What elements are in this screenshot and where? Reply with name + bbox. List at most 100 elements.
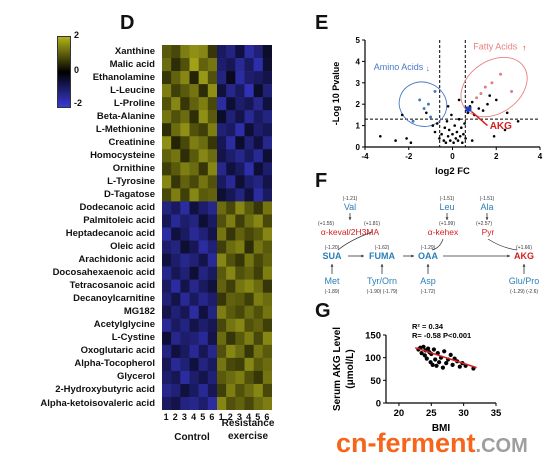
heatmap-cell — [198, 292, 209, 307]
heatmap-cell — [180, 331, 190, 346]
bmi-point — [437, 360, 442, 365]
bmi-correlation-plot: 20 25 30 35 0 50 100 150 R² = 0.34R= -0.58 P<0.0… — [332, 322, 502, 434]
heatmap-cell — [207, 240, 218, 254]
heatmap-cell — [198, 227, 209, 241]
heatmap-cell — [217, 357, 227, 372]
amino-acid-point — [422, 107, 426, 110]
heatmap-cell — [235, 266, 245, 280]
volcano-x-tick-label: 2 — [494, 152, 499, 161]
heatmap-cell — [262, 71, 272, 85]
heatmap-cell — [162, 136, 172, 150]
column-label: 3 — [181, 412, 187, 422]
heatmap-cell — [226, 149, 236, 163]
heatmap-cell — [207, 201, 218, 215]
ala-fc: (-1.51) — [480, 196, 495, 202]
bmi-point — [442, 349, 447, 354]
heatmap-cell — [180, 175, 190, 189]
volcano-point — [455, 130, 459, 134]
watermark-main: cn-ferment — [336, 428, 476, 458]
metabolite-label: Beta-Alanine — [96, 110, 155, 122]
heatmap-cell — [253, 214, 264, 228]
heatmap-cell — [226, 331, 236, 346]
heatmap-cell — [171, 175, 181, 189]
heatmap-cell — [198, 331, 209, 346]
heatmap-cell — [253, 253, 264, 267]
panel-f-letter: F — [315, 170, 328, 192]
heatmap-cell — [180, 71, 190, 85]
heatmap-cell — [244, 110, 254, 124]
heatmap-cell — [244, 227, 254, 241]
volcano-point — [462, 132, 465, 136]
heatmap-cell — [162, 240, 172, 254]
heatmap-cell — [262, 227, 272, 241]
volcano-point — [449, 139, 452, 142]
leu-node: Leu — [439, 202, 454, 212]
heatmap-cell — [189, 58, 199, 72]
heatmap-cell — [171, 266, 181, 280]
heatmap-cell — [226, 45, 236, 59]
asp-arrow-head — [426, 264, 430, 267]
heatmap-cell — [198, 305, 209, 320]
volcano-point — [446, 135, 450, 138]
volcano-point — [454, 137, 458, 140]
bmi-y-label-line2: (μmol/L) — [345, 349, 356, 388]
volcano-point — [486, 102, 489, 106]
watermark-logo: cn-ferment.COM — [336, 428, 528, 459]
heatmap-cell — [162, 227, 172, 241]
heatmap-cell — [244, 331, 254, 346]
volcano-point — [445, 120, 449, 123]
heatmap-cell — [217, 71, 227, 85]
column-label: 3 — [236, 412, 242, 422]
val-fc: (-1.21) — [343, 196, 358, 202]
volcano-y-tick-label: 2 — [356, 100, 361, 109]
heatmap-cell — [180, 45, 190, 59]
heatmap-cell — [162, 344, 172, 359]
heatmap-cell — [235, 370, 245, 385]
heatmap-cell — [262, 110, 272, 124]
heatmap-cell — [171, 370, 181, 385]
kehex-fc: (+1.99) — [439, 221, 455, 227]
column-label: 5 — [255, 412, 261, 422]
panel-d-letter: D — [120, 12, 135, 34]
heatmap-cell — [189, 123, 199, 137]
metabolite-label: L-Methionine — [95, 123, 155, 135]
heatmap-cell — [180, 383, 190, 398]
heatmap-cell — [198, 110, 209, 124]
pathway-diagram: (-1.21)Val (+1.55) (+1.81)α-keval/2H3MA (-1… — [318, 196, 539, 295]
heatmap-cell — [262, 357, 272, 372]
heatmap-cell — [244, 292, 254, 307]
bmi-x-tick-label: 20 — [394, 408, 405, 419]
volcano-point — [505, 111, 509, 115]
heatmap-cell — [262, 97, 272, 111]
heatmap-cell — [262, 175, 272, 189]
column-label: 1 — [218, 412, 224, 422]
heatmap-cell — [171, 149, 181, 163]
heatmap-cell — [217, 370, 227, 385]
column-label: 4 — [191, 412, 197, 422]
volcano-point — [470, 100, 474, 104]
metabolite-label: D-Tagatose — [103, 188, 155, 200]
heatmap-cell — [180, 136, 190, 150]
heatmap-cell — [198, 279, 209, 293]
heatmap-cell — [253, 110, 264, 124]
bmi-point — [431, 347, 436, 352]
heatmap-cell — [262, 305, 272, 320]
volcano-point — [444, 141, 448, 144]
heatmap-cell — [235, 58, 245, 72]
bmi-r2-label: R² = 0.34 — [412, 322, 444, 331]
heatmap-cell — [207, 123, 218, 137]
heatmap-cell — [162, 45, 172, 59]
heatmap-cell — [180, 292, 190, 307]
bmi-x-label: BMI — [432, 423, 451, 434]
heatmap-cell — [244, 149, 254, 163]
column-label: 1 — [163, 412, 169, 422]
volcano-point — [450, 113, 453, 117]
heatmap-cell — [198, 188, 209, 202]
heatmap-cell — [189, 292, 199, 307]
heatmap-cell — [217, 240, 227, 254]
heatmap-cell — [235, 253, 245, 267]
heatmap-cell — [198, 370, 209, 385]
heatmap-cell — [235, 136, 245, 150]
akg-point — [465, 106, 472, 112]
heatmap-cell — [180, 214, 190, 228]
